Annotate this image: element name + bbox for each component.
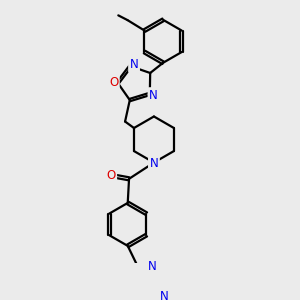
Text: O: O [109, 76, 118, 89]
Text: N: N [149, 89, 158, 102]
Text: O: O [106, 169, 116, 182]
Text: N: N [150, 158, 158, 170]
Text: N: N [130, 58, 138, 71]
Text: N: N [160, 290, 169, 300]
Text: N: N [148, 260, 156, 273]
